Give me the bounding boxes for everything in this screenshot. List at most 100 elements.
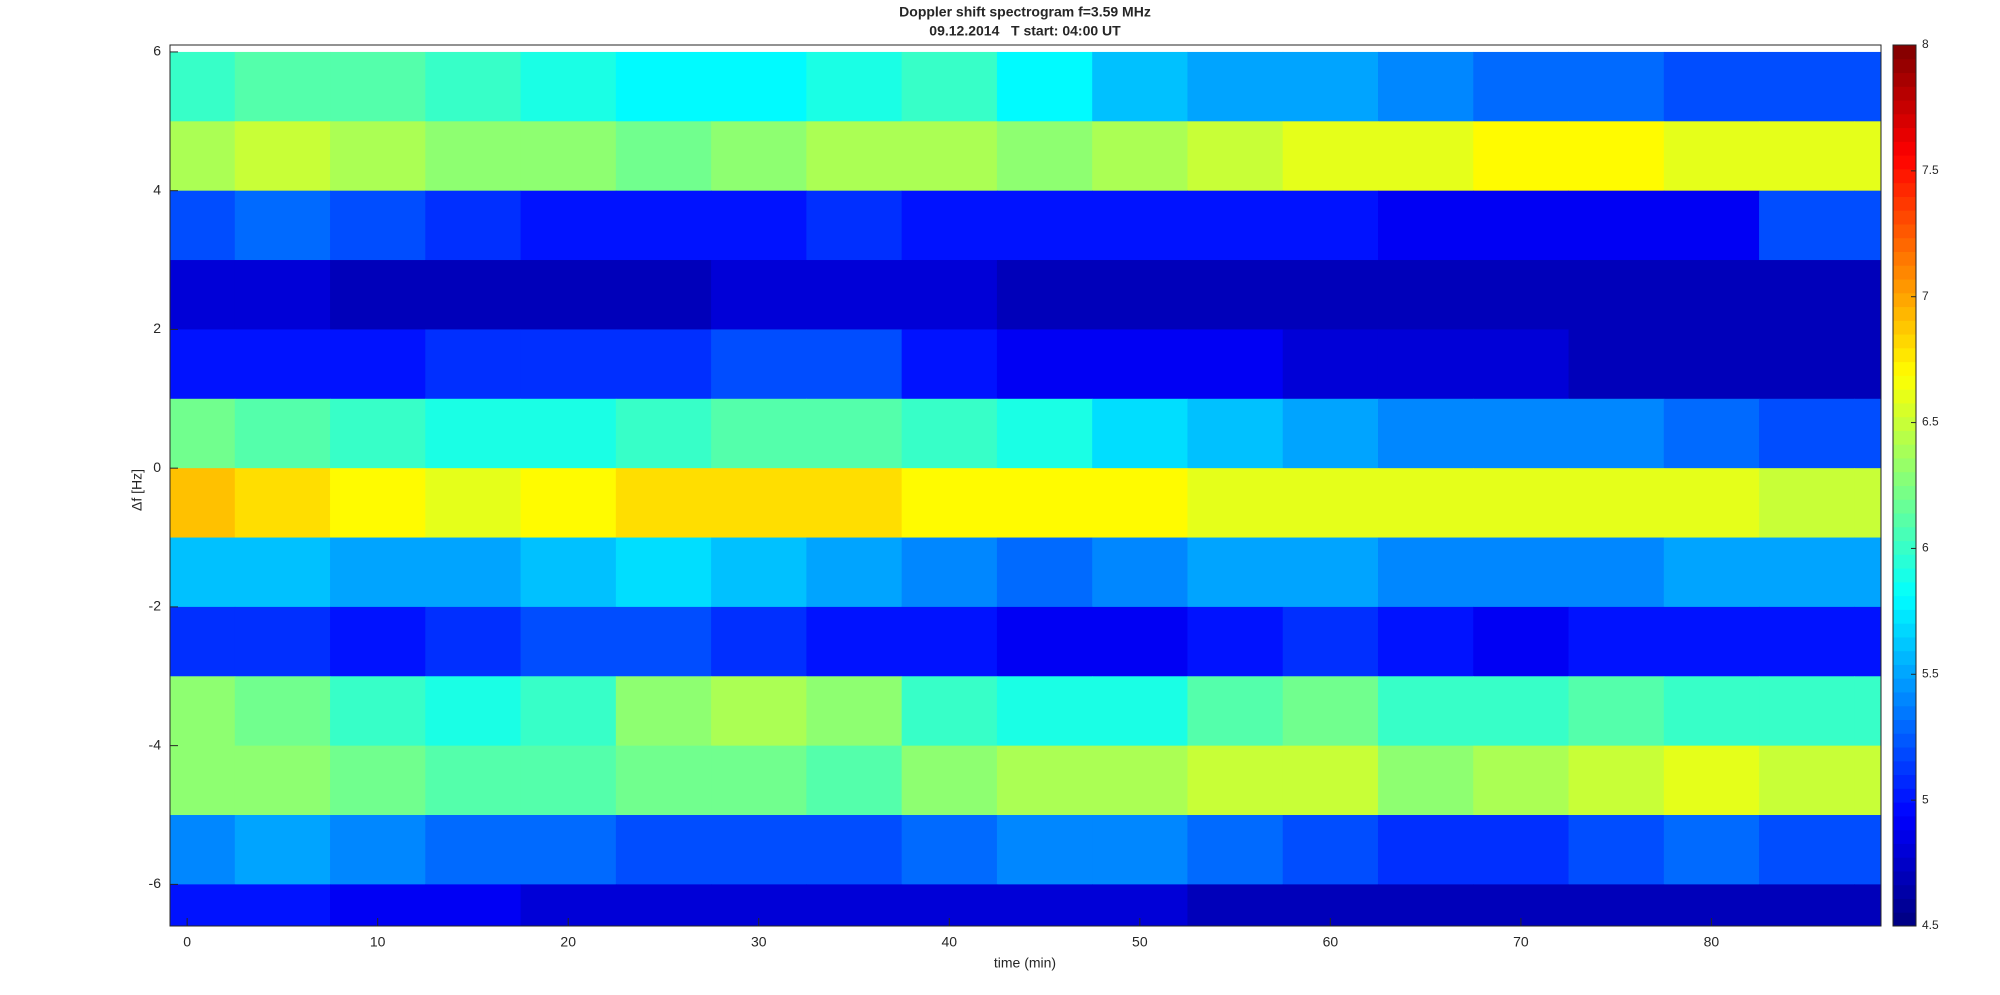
heatmap-cell xyxy=(901,398,998,469)
heatmap-cell xyxy=(1092,815,1188,885)
colorbar-swatch xyxy=(1893,320,1916,335)
heatmap-cell xyxy=(1854,51,1881,122)
heatmap-cell xyxy=(425,884,522,926)
heatmap-cell xyxy=(520,676,617,747)
heatmap-cell xyxy=(615,121,712,192)
colorbar-swatch xyxy=(1893,444,1916,459)
heatmap-cell xyxy=(901,537,998,608)
heatmap-cell xyxy=(996,260,1093,330)
heatmap-cell xyxy=(1187,398,1284,469)
heatmap-cell xyxy=(1377,329,1474,400)
heatmap-cell xyxy=(1854,329,1881,400)
heatmap-cell xyxy=(1092,121,1188,192)
heatmap-cell xyxy=(1568,884,1665,926)
heatmap-cell xyxy=(1377,815,1474,885)
heatmap-cell xyxy=(1663,606,1760,677)
heatmap-cell xyxy=(1282,260,1379,330)
heatmap-cell xyxy=(330,537,426,608)
colorbar-swatch xyxy=(1893,279,1916,294)
heatmap-cell xyxy=(1377,121,1474,192)
colorbar-swatch xyxy=(1893,389,1916,404)
heatmap-cell xyxy=(1568,537,1665,608)
heatmap-cell xyxy=(1092,329,1188,400)
colorbar-swatch xyxy=(1893,375,1916,390)
heatmap-cell xyxy=(996,606,1093,677)
heatmap-cell xyxy=(1473,815,1570,885)
heatmap-cell xyxy=(1854,260,1881,330)
colorbar-swatch xyxy=(1893,843,1916,858)
heatmap-cell xyxy=(711,537,807,608)
x-tick-label: 60 xyxy=(1323,934,1339,950)
heatmap-cell xyxy=(901,468,998,539)
heatmap-cell xyxy=(330,745,426,816)
heatmap-cell xyxy=(1568,676,1665,747)
heatmap-cell xyxy=(1377,606,1474,677)
heatmap-cell xyxy=(1187,329,1284,400)
heatmap-cell xyxy=(806,121,903,192)
colorbar-frame xyxy=(1892,44,1917,927)
heatmap-cell xyxy=(425,51,522,122)
heatmap-cell xyxy=(1473,537,1570,608)
colorbar-tick-label: 7 xyxy=(1922,289,1929,303)
heatmap-cell xyxy=(1282,190,1379,261)
heatmap-cell xyxy=(901,260,998,330)
colorbar-swatch xyxy=(1893,471,1916,486)
colorbar-swatch xyxy=(1893,182,1916,197)
heatmap-cell xyxy=(234,606,331,677)
heatmap-cell xyxy=(425,121,522,192)
heatmap-cell xyxy=(234,676,331,747)
heatmap-cell xyxy=(1377,260,1474,330)
heatmap-cell xyxy=(615,676,712,747)
colorbar-tick-label: 7.5 xyxy=(1922,163,1939,177)
colorbar-swatch xyxy=(1893,485,1916,500)
heatmap-cell xyxy=(711,606,807,677)
heatmap-cell xyxy=(1568,121,1665,192)
colorbar-swatch xyxy=(1893,760,1916,776)
heatmap-cell xyxy=(615,884,712,926)
colorbar-swatch xyxy=(1893,334,1916,349)
heatmap-cell xyxy=(425,537,522,608)
heatmap-cell xyxy=(1759,260,1855,330)
heatmap-cell xyxy=(234,51,331,122)
heatmap-cell xyxy=(330,121,426,192)
colorbar-swatch xyxy=(1893,912,1916,927)
heatmap-cell xyxy=(1759,190,1855,261)
heatmap-cell xyxy=(330,606,426,677)
heatmap-cell xyxy=(1187,606,1284,677)
heatmap-cell xyxy=(1759,676,1855,747)
colorbar-swatch xyxy=(1893,650,1916,665)
heatmap-cell xyxy=(1759,398,1855,469)
heatmap-cell xyxy=(170,260,236,330)
heatmap-cell xyxy=(1568,745,1665,816)
colorbar-swatch xyxy=(1893,45,1916,60)
heatmap-cell xyxy=(520,51,617,122)
colorbar-tick-label: 8 xyxy=(1922,37,1929,51)
colorbar-swatch xyxy=(1893,58,1916,74)
heatmap-cell xyxy=(1854,745,1881,816)
heatmap-cell xyxy=(1377,398,1474,469)
heatmap-cell xyxy=(615,745,712,816)
heatmap-cell xyxy=(330,51,426,122)
heatmap-cell xyxy=(901,606,998,677)
colorbar-swatch xyxy=(1893,568,1916,583)
heatmap-cell xyxy=(806,51,903,122)
colorbar-swatch xyxy=(1893,705,1916,721)
heatmap-cell xyxy=(234,260,331,330)
heatmap-cell xyxy=(1473,329,1570,400)
heatmap-cell xyxy=(806,745,903,816)
heatmap-cell xyxy=(1854,815,1881,885)
heatmap-cell xyxy=(520,815,617,885)
heatmap-cell xyxy=(1092,260,1188,330)
colorbar-swatch xyxy=(1893,251,1916,266)
heatmap-cell xyxy=(1663,537,1760,608)
heatmap-cell xyxy=(520,537,617,608)
heatmap-cell xyxy=(806,884,903,926)
heatmap-cell xyxy=(1759,815,1855,885)
heatmap-cell xyxy=(1282,329,1379,400)
heatmap-cell xyxy=(1568,606,1665,677)
heatmap-cell xyxy=(1282,121,1379,192)
heatmap-cell xyxy=(901,190,998,261)
heatmap-cell xyxy=(234,884,331,926)
heatmap-cell xyxy=(996,884,1093,926)
heatmap-cell xyxy=(901,745,998,816)
